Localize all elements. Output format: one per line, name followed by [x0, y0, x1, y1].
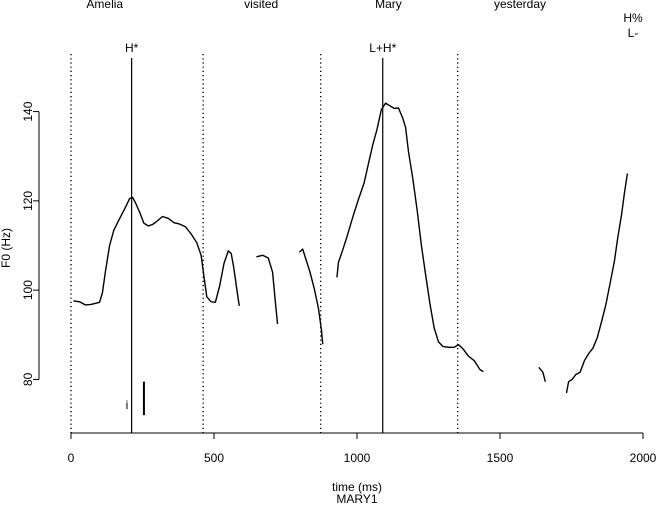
x-axis-label: time (ms) [332, 480, 382, 494]
segment-marker: i [126, 381, 145, 416]
x-tick-label-2: 500 [204, 451, 224, 465]
pitch-accent-labels: H* L+H* [125, 41, 397, 433]
marker-label: i [126, 398, 129, 412]
f0-segment-5 [538, 367, 546, 382]
boundary-tone-high: H% [623, 11, 643, 25]
f0-segment-4 [336, 102, 484, 373]
f0-segment-2 [256, 254, 279, 325]
word-label-3: Mary [375, 0, 402, 11]
pitch-accent-label-2: L+H* [369, 41, 396, 55]
y-tick-label-4: 140 [21, 101, 35, 121]
f0-segment-3 [299, 248, 324, 345]
caption: MARY1 [336, 492, 377, 506]
y-tick-label-2: 100 [21, 280, 35, 300]
axes: 0 500 1000 1500 2000 80 100 120 140 [21, 101, 657, 465]
word-label-4: yesterday [494, 0, 546, 11]
f0-segment-6 [565, 173, 628, 394]
x-tick-label-4: 1500 [487, 451, 514, 465]
word-label-1: Amelia [86, 0, 123, 11]
word-labels: Amelia visited Mary yesterday [86, 0, 546, 11]
x-tick-label-1: 0 [68, 451, 75, 465]
f0-series [73, 102, 628, 394]
word-label-2: visited [244, 0, 278, 11]
x-tick-label-5: 2000 [630, 451, 657, 465]
boundary-tone-low: L- [628, 26, 639, 40]
pitch-accent-label-1: H* [125, 41, 139, 55]
x-tick-label-3: 1000 [344, 451, 371, 465]
y-axis-label: F0 (Hz) [0, 228, 13, 268]
f0-segment-1 [73, 196, 240, 306]
y-tick-label-1: 80 [21, 372, 35, 386]
word-boundary-lines [70, 54, 459, 433]
y-tick-label-3: 120 [21, 191, 35, 211]
